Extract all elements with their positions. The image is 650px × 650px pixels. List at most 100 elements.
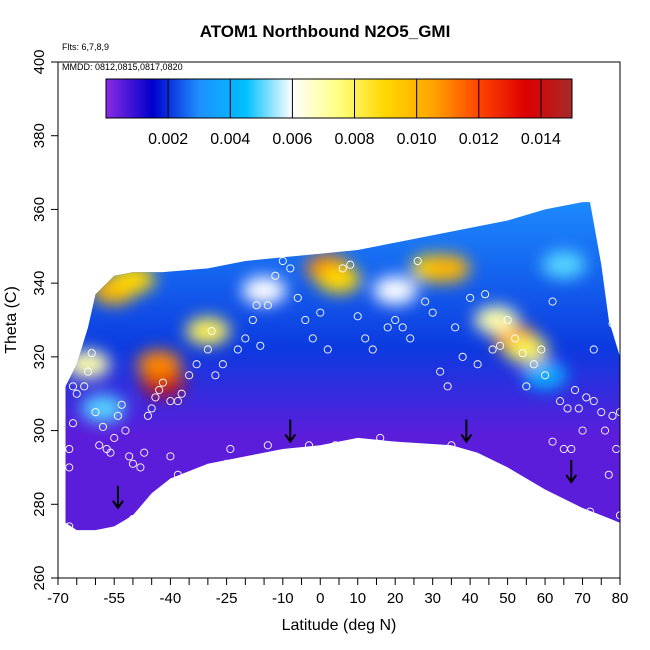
observation-point (140, 448, 149, 457)
observation-point (98, 422, 108, 431)
observation-point (608, 319, 617, 328)
observation-point (125, 452, 134, 461)
observation-point (117, 400, 126, 409)
field-hotspot (425, 254, 470, 283)
arrow-marker (565, 460, 578, 484)
observation-point (218, 360, 227, 369)
y-axis: 260 280 300 320 340 360 380 400 (31, 49, 58, 591)
arrow-marker (284, 419, 297, 444)
observation-point (128, 459, 137, 468)
x-tick-label: 0 (316, 590, 324, 607)
observation-point (211, 371, 220, 380)
observation-point (136, 511, 145, 520)
observation-point (589, 397, 598, 406)
observation-point (155, 385, 164, 395)
observation-point (376, 433, 385, 442)
observation-point (428, 308, 437, 317)
observation-point (436, 367, 445, 376)
field-hotspot (474, 306, 519, 334)
field-hotspot (373, 276, 418, 305)
x-tick-label: -25 (216, 590, 238, 607)
observation-point (518, 349, 527, 358)
observation-point (567, 444, 576, 454)
observation-point (121, 426, 130, 435)
observation-point (503, 315, 512, 325)
colorbar: 0.002 0.004 0.006 0.008 0.010 0.012 0.014 (105, 78, 573, 148)
x-tick-label: -70 (47, 590, 69, 607)
colorbar-tick-label: 0.006 (272, 131, 312, 148)
observation-point (338, 264, 347, 273)
observation-point (68, 382, 78, 391)
y-tick-label: 300 (31, 418, 48, 443)
observation-point (578, 426, 587, 435)
observation-point (608, 411, 617, 420)
field-hotspot (137, 350, 182, 379)
observation-point (556, 397, 565, 406)
observation-point (604, 260, 613, 269)
observation-point (65, 444, 74, 454)
observation-point (226, 444, 235, 454)
observation-point (147, 404, 156, 413)
field-hotspot (504, 335, 549, 364)
x-tick-label: 60 (537, 590, 554, 607)
observation-point (248, 315, 257, 325)
observation-point (65, 522, 74, 531)
observation-point (80, 382, 89, 391)
observation-point (541, 371, 550, 380)
observation-point (574, 404, 583, 413)
y-tick-label: 260 (31, 565, 48, 590)
field-hotspot (80, 394, 125, 423)
colorbar-tick-label: 0.004 (210, 131, 250, 148)
field-hotspot (317, 265, 361, 294)
observation-point (548, 437, 557, 446)
observation-point (68, 419, 78, 428)
observation-point (293, 293, 302, 302)
observation-point (413, 256, 422, 266)
observation-point (166, 452, 175, 461)
profile-arrows (112, 419, 578, 510)
arrow-marker (460, 419, 473, 444)
flights-note: Flts: 6,7,8,9 (62, 42, 109, 52)
observation-point (192, 360, 201, 369)
colorbar-tick-label: 0.008 (335, 131, 375, 148)
colorbar-tick-label: 0.014 (521, 131, 561, 148)
y-tick-label: 320 (31, 344, 48, 369)
y-axis-title: Theta (C) (3, 286, 20, 354)
field-hotspot (242, 276, 287, 305)
observation-point (585, 507, 595, 516)
observation-point (600, 205, 610, 214)
observation-point (278, 256, 287, 266)
observation-point (458, 352, 467, 361)
x-tick-label: 30 (424, 590, 441, 607)
x-tick-label: -55 (103, 590, 125, 607)
observation-point (391, 315, 400, 325)
dates-note: MMDD: 0812,0815,0817,0820 (62, 62, 183, 72)
observation-point (233, 345, 242, 354)
observation-point (87, 349, 96, 358)
y-tick-label: 340 (31, 271, 48, 296)
observation-point (263, 441, 272, 450)
observation-point (207, 327, 216, 336)
x-tick-label: 50 (499, 590, 516, 607)
x-tick-label: 10 (349, 590, 366, 607)
observation-point (331, 441, 340, 450)
observation-point (597, 408, 606, 417)
x-axis-title: Latitude (deg N) (282, 617, 397, 634)
x-tick-label: 40 (462, 590, 479, 607)
observation-point (582, 393, 591, 402)
observation-point (383, 323, 392, 332)
observation-point (256, 341, 265, 350)
observation-point (615, 408, 620, 417)
observation-point (451, 323, 460, 332)
y-tick-label: 360 (31, 197, 48, 222)
observation-point (95, 441, 104, 450)
colorbar-tick-label: 0.010 (397, 131, 437, 148)
observation-point (353, 312, 362, 321)
field-hotspot (523, 361, 568, 390)
heatmap-field (65, 202, 620, 531)
observation-point (241, 334, 250, 343)
observation-point (604, 470, 613, 479)
observation-point (308, 334, 317, 343)
x-tick-label: 20 (387, 590, 404, 607)
